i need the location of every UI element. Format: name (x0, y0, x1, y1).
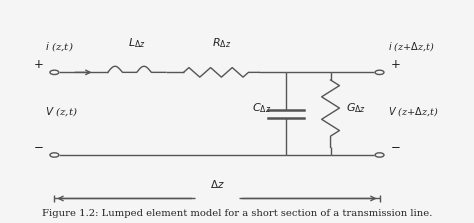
Text: $L_{\Delta z}$: $L_{\Delta z}$ (128, 36, 146, 50)
Text: $G_{\Delta z}$: $G_{\Delta z}$ (346, 101, 366, 115)
Text: −: − (391, 141, 401, 154)
Circle shape (375, 70, 384, 74)
Text: $V$ (z+$\Delta$z,t): $V$ (z+$\Delta$z,t) (388, 105, 439, 118)
Text: $i$ (z,t): $i$ (z,t) (46, 40, 74, 53)
Text: $\Delta z$: $\Delta z$ (210, 178, 224, 190)
Text: $C_{\Delta z}$: $C_{\Delta z}$ (252, 101, 271, 115)
Circle shape (50, 70, 59, 74)
Text: Figure 1.2: Lumped element model for a short section of a transmission line.: Figure 1.2: Lumped element model for a s… (42, 209, 432, 218)
Circle shape (50, 153, 59, 157)
Text: $V$ (z,t): $V$ (z,t) (46, 105, 78, 118)
Text: $R_{\Delta z}$: $R_{\Delta z}$ (212, 36, 231, 50)
Text: +: + (34, 58, 44, 71)
Circle shape (375, 153, 384, 157)
Text: −: − (34, 141, 44, 154)
Text: $i$ (z+$\Delta$z,t): $i$ (z+$\Delta$z,t) (388, 40, 436, 53)
Text: +: + (391, 58, 401, 71)
